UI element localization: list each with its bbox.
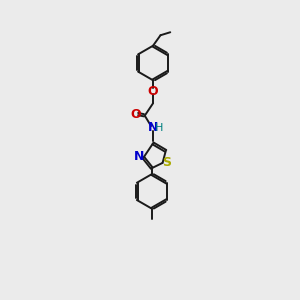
Text: N: N [148, 122, 158, 134]
Text: N: N [134, 150, 144, 164]
Text: O: O [130, 108, 141, 121]
Text: H: H [155, 123, 164, 133]
Text: O: O [148, 85, 158, 98]
Text: S: S [162, 156, 171, 169]
